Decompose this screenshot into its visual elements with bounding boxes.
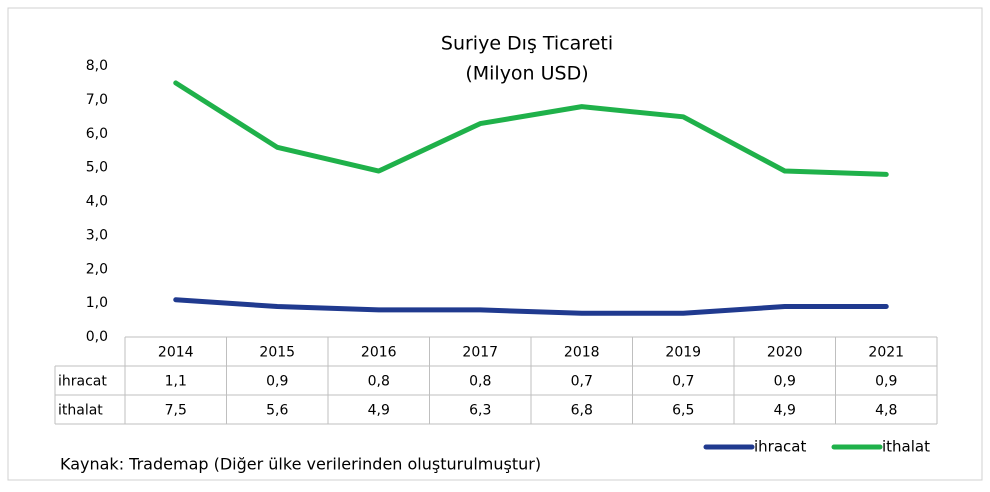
table-cell: 1,1	[165, 374, 187, 390]
x-tick-label: 2021	[868, 345, 904, 361]
table-cell: 4,9	[368, 403, 390, 419]
series-line	[173, 297, 889, 316]
table-cell: 6,3	[469, 403, 491, 419]
legend-label: ihracat	[754, 438, 806, 456]
y-tick-label: 7,0	[86, 92, 108, 108]
x-tick-label: 2019	[665, 345, 701, 361]
table-row-label: ihracat	[58, 374, 107, 390]
source-note: Kaynak: Trademap (Diğer ülke verilerinde…	[60, 455, 541, 474]
table-cell: 6,8	[571, 403, 593, 419]
table-cell: 0,9	[774, 374, 796, 390]
table-cell: 4,8	[875, 403, 897, 419]
y-tick-label: 5,0	[86, 160, 108, 176]
table-cell: 5,6	[266, 403, 288, 419]
y-tick-label: 2,0	[86, 261, 108, 277]
table-row-label: ithalat	[58, 403, 103, 419]
legend-label: ithalat	[882, 438, 930, 456]
y-tick-label: 8,0	[86, 58, 108, 74]
table-cell: 0,7	[571, 374, 593, 390]
x-tick-label: 2017	[462, 345, 498, 361]
chart-title: Suriye Dış Ticareti	[441, 33, 613, 55]
table-cell: 0,9	[266, 374, 288, 390]
y-tick-label: 3,0	[86, 227, 108, 243]
chart-subtitle: (Milyon USD)	[465, 63, 588, 85]
table-cell: 0,8	[469, 374, 491, 390]
x-tick-label: 2018	[564, 345, 600, 361]
y-tick-label: 6,0	[86, 126, 108, 142]
x-tick-label: 2020	[767, 345, 803, 361]
table-cell: 4,9	[774, 403, 796, 419]
table-cell: 0,8	[368, 374, 390, 390]
chart-frame	[7, 7, 983, 481]
table-cell: 0,9	[875, 374, 897, 390]
x-tick-label: 2016	[361, 345, 397, 361]
x-tick-label: 2015	[259, 345, 295, 361]
y-tick-label: 1,0	[86, 295, 108, 311]
table-cell: 6,5	[672, 403, 694, 419]
table-cell: 0,7	[672, 374, 694, 390]
series-line	[173, 80, 889, 177]
table-cell: 7,5	[165, 403, 187, 419]
y-tick-label: 4,0	[86, 194, 108, 210]
x-tick-label: 2014	[158, 345, 194, 361]
y-tick-label: 0,0	[86, 329, 108, 345]
